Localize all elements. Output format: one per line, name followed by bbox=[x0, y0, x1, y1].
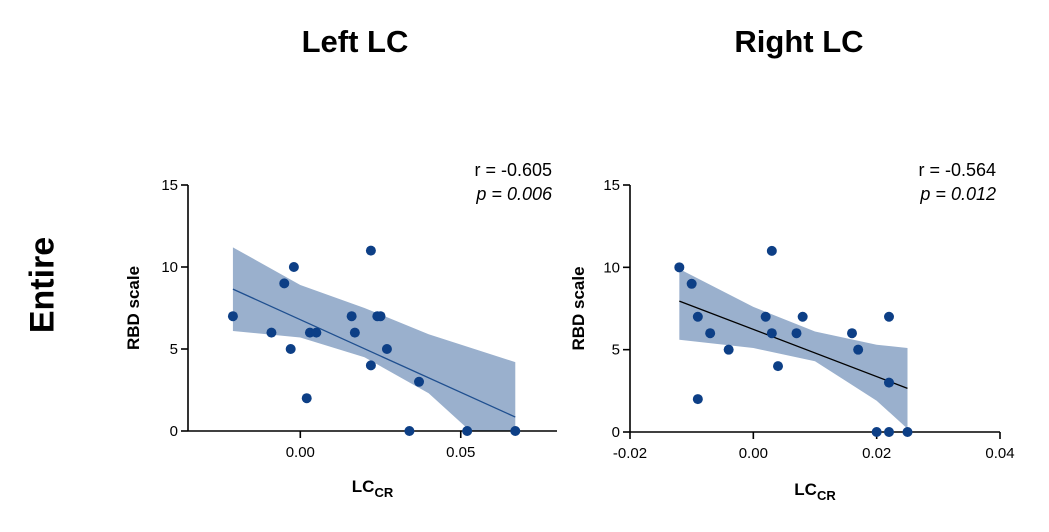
left-p-value: p = 0.006 bbox=[475, 184, 553, 204]
left-data-point bbox=[301, 393, 312, 404]
left-x-axis-title: LCCR bbox=[352, 477, 394, 500]
left-y-tick-label: 5 bbox=[170, 341, 178, 358]
right-data-point bbox=[791, 328, 802, 339]
left-data-point bbox=[381, 344, 392, 354]
left-data-point bbox=[404, 426, 415, 436]
right-data-point bbox=[692, 394, 703, 405]
left-data-point bbox=[285, 344, 296, 354]
right-data-point bbox=[705, 328, 716, 339]
right-x-tick-label: 0.00 bbox=[739, 445, 768, 462]
right-x-axis-title: LCCR bbox=[794, 480, 836, 503]
left-data-point bbox=[510, 426, 521, 436]
right-x-tick-label: 0.02 bbox=[862, 445, 891, 462]
left-data-point bbox=[266, 327, 277, 338]
right-data-point bbox=[884, 311, 894, 322]
right-y-tick-label: 5 bbox=[612, 342, 620, 359]
left-x-axis-title-sub: CR bbox=[374, 485, 393, 500]
right-y-tick-label: 10 bbox=[603, 259, 620, 276]
right-panel-title: Right LC bbox=[734, 24, 864, 59]
right-p-value: p = 0.012 bbox=[919, 184, 996, 204]
right-data-point bbox=[723, 344, 734, 355]
right-data-point bbox=[760, 311, 771, 322]
left-confidence-band bbox=[232, 247, 516, 431]
right-r-value: r = -0.564 bbox=[918, 160, 996, 180]
right-y-tick-label: 15 bbox=[603, 177, 620, 194]
right-y-tick-label: 0 bbox=[612, 424, 620, 441]
right-data-point bbox=[674, 262, 685, 273]
left-x-tick-label: 0.05 bbox=[446, 444, 475, 461]
left-data-point bbox=[365, 360, 376, 371]
right-y-axis-title: RBD scale bbox=[569, 266, 588, 350]
left-chart: 0 5 10 15 0.00 0.05 RBD scale LCCR r = -0.605 p =… bbox=[124, 160, 557, 500]
right-data-point bbox=[853, 344, 864, 355]
right-data-point bbox=[766, 328, 777, 339]
left-x-axis-title-main: LC bbox=[352, 477, 375, 496]
left-r-value: r = -0.605 bbox=[474, 160, 552, 180]
right-data-point bbox=[686, 278, 697, 289]
left-data-point bbox=[227, 311, 238, 322]
left-data-point bbox=[311, 327, 322, 338]
left-data-point bbox=[462, 426, 473, 436]
left-y-tick-label: 10 bbox=[161, 259, 178, 276]
right-x-tick-label: -0.02 bbox=[613, 445, 647, 462]
right-confidence-band bbox=[679, 268, 908, 429]
left-panel-title: Left LC bbox=[301, 24, 409, 59]
right-data-point bbox=[871, 427, 882, 437]
right-data-point bbox=[773, 361, 783, 372]
right-chart: 0 5 10 15 -0.02 0.00 0.02 0.04 RBD scale LCCR r = … bbox=[569, 160, 1015, 503]
right-data-point bbox=[766, 245, 777, 256]
left-data-point bbox=[375, 311, 386, 322]
right-data-point bbox=[847, 328, 857, 339]
right-fit-line bbox=[679, 300, 908, 389]
left-data-point bbox=[365, 245, 376, 256]
right-data-point bbox=[902, 427, 913, 437]
left-fit-line bbox=[232, 288, 516, 418]
right-x-axis-title-main: LC bbox=[794, 480, 817, 499]
right-x-axis-title-sub: CR bbox=[817, 488, 836, 503]
left-data-point bbox=[349, 327, 360, 338]
left-data-point bbox=[279, 278, 290, 289]
left-x-tick-label: 0.00 bbox=[286, 444, 315, 461]
right-data-point bbox=[884, 427, 894, 437]
right-x-tick-label: 0.04 bbox=[985, 445, 1014, 462]
left-y-axis-title: RBD scale bbox=[124, 266, 143, 350]
left-data-point bbox=[346, 311, 357, 322]
right-data-point bbox=[884, 377, 894, 388]
left-data-point bbox=[414, 376, 425, 387]
left-y-tick-label: 0 bbox=[170, 423, 178, 440]
right-data-point bbox=[797, 311, 808, 322]
right-data-point bbox=[692, 311, 703, 322]
left-data-point bbox=[288, 262, 299, 272]
left-y-tick-label: 15 bbox=[161, 177, 178, 194]
